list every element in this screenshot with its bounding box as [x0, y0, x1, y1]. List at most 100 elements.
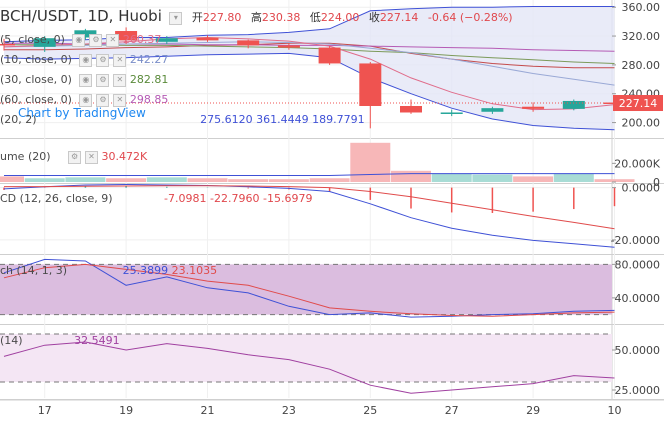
legend-macd: CD (12, 26, close, 9) -7.0981 -22.7960 -…: [0, 191, 312, 207]
open-value: 227.80: [202, 11, 242, 24]
stochastic-pane: [0, 258, 615, 318]
current-price-label: 227.14: [619, 97, 658, 110]
pane-macd: [0, 185, 612, 253]
legend-bollinger: (20, 2) 275.6120 361.4449 189.7791: [0, 112, 365, 128]
candle-body: [522, 106, 545, 109]
bollinger-fill: [4, 6, 615, 130]
ma5-value: 260.37: [122, 33, 162, 46]
date-tick-label: 25: [363, 404, 377, 417]
volume-pane: [0, 142, 635, 182]
date-tick-label: 23: [282, 404, 296, 417]
stoch-name: ch (14, 1, 3): [0, 264, 68, 277]
date-tick-label: 19: [119, 404, 133, 417]
ma60-line: [4, 42, 615, 52]
close-label: 收: [368, 11, 380, 24]
rsi-tick-label: 50.0000: [615, 344, 661, 357]
eye-icon[interactable]: ◉: [79, 53, 93, 67]
volume-bar: [228, 179, 269, 182]
rsi-tick-label: 25.0000: [615, 384, 661, 397]
stoch-tick-label: 40.0000: [615, 292, 661, 305]
volume-bar: [146, 177, 187, 182]
legend-stoch: ch (14, 1, 3) 25.3899 23.1035: [0, 263, 217, 279]
ma60-value: 298.85: [129, 93, 169, 106]
date-tick-label: 17: [38, 404, 52, 417]
volume-bar: [431, 173, 472, 182]
eye-icon[interactable]: ◉: [79, 93, 93, 107]
tradingview-badge[interactable]: Chart by TradingView: [18, 106, 146, 120]
close-icon[interactable]: ✕: [106, 33, 120, 47]
date-tick-label: 27: [445, 404, 459, 417]
price-pane: [0, 6, 626, 131]
gear-icon[interactable]: ⚙: [96, 53, 110, 67]
volume-bar: [513, 176, 554, 182]
candle-body: [562, 100, 585, 109]
volume-tick-label: 20.000K: [614, 157, 660, 170]
high-value: 230.38: [261, 11, 301, 24]
volume-bar: [553, 173, 594, 182]
gear-icon[interactable]: ⚙: [96, 93, 110, 107]
legend-ma10: (10, close, 0) ◉ ⚙ ✕ 242.27: [0, 52, 168, 68]
gear-icon[interactable]: ⚙: [68, 150, 82, 164]
stoch-d-line: [3, 263, 615, 317]
ma60-name: (60, close, 0): [0, 93, 72, 106]
change-value: -0.64 (−0.28%): [427, 11, 513, 24]
candle-body: [115, 31, 138, 41]
date-tick-label: 21: [201, 404, 215, 417]
candle-body: [237, 40, 260, 46]
stoch-d-value: 23.1035: [171, 264, 218, 277]
chevron-down-icon[interactable]: ▾: [169, 11, 183, 25]
date-tick-label: 10: [608, 404, 622, 417]
axes: 360.00320.00280.00240.00200.0020.000K00.…: [38, 1, 663, 417]
stoch-band-fill: [0, 264, 612, 315]
candle-body: [33, 38, 56, 47]
legend-rsi: (14) 32.5491: [0, 333, 120, 349]
candle-body: [440, 112, 463, 114]
symbol-title[interactable]: BCH/USDT, 1D, Huobi: [0, 7, 162, 25]
close-icon[interactable]: ✕: [113, 53, 127, 67]
close-icon[interactable]: ✕: [85, 150, 99, 164]
volume-bar: [187, 178, 228, 182]
volume-tick-label: 0: [653, 176, 660, 189]
legend-volume: ume (20) ⚙ ✕ 30.472K: [0, 149, 147, 165]
volume-bar: [0, 176, 24, 182]
rsi-name: (14): [0, 334, 23, 347]
bb-basis-value: 275.6120: [200, 113, 253, 126]
low-value: 224.00: [320, 11, 360, 24]
eye-icon[interactable]: ◉: [79, 73, 93, 87]
stoch-k-line: [3, 258, 615, 318]
rsi-band-fill: [0, 334, 612, 382]
volume-bar: [350, 142, 391, 182]
macd-tick-label: -20.0000: [611, 234, 660, 247]
candle-body: [318, 47, 341, 64]
legend-ma30: (30, close, 0) ◉ ⚙ ✕ 282.81: [0, 72, 168, 88]
macd-line: [3, 183, 615, 248]
price-tick-label: 280.00: [622, 59, 661, 72]
volume-bar: [309, 178, 350, 182]
legend-ma5: (5, close, 0) ◉ ⚙ ✕ 260.37: [0, 32, 161, 48]
rsi-line: [3, 341, 615, 394]
volume-bar: [594, 179, 635, 182]
volume-name: ume (20): [0, 150, 51, 163]
ma5-line: [3, 36, 615, 111]
date-tick-label: 29: [526, 404, 540, 417]
candle-body: [359, 63, 382, 106]
volume-bar: [268, 179, 309, 182]
rsi-value: 32.5491: [74, 334, 120, 347]
volume-bar: [24, 178, 65, 182]
candle-body: [0, 43, 15, 46]
price-tick-label: 360.00: [622, 1, 661, 14]
volume-bar: [106, 178, 147, 182]
volume-bar: [391, 170, 431, 182]
price-tick-label: 200.00: [622, 117, 661, 130]
candle-body: [155, 38, 178, 42]
candle-body: [481, 108, 504, 112]
gear-icon[interactable]: ⚙: [89, 33, 103, 47]
ma30-value: 282.81: [129, 73, 169, 86]
macd-pane: [0, 183, 616, 248]
stoch-k-value: 25.3899: [122, 264, 169, 277]
eye-icon[interactable]: ◉: [72, 33, 86, 47]
rsi-pane: [0, 333, 615, 394]
price-tick-label: 320.00: [622, 30, 661, 43]
close-icon[interactable]: ✕: [113, 73, 127, 87]
gear-icon[interactable]: ⚙: [96, 73, 110, 87]
